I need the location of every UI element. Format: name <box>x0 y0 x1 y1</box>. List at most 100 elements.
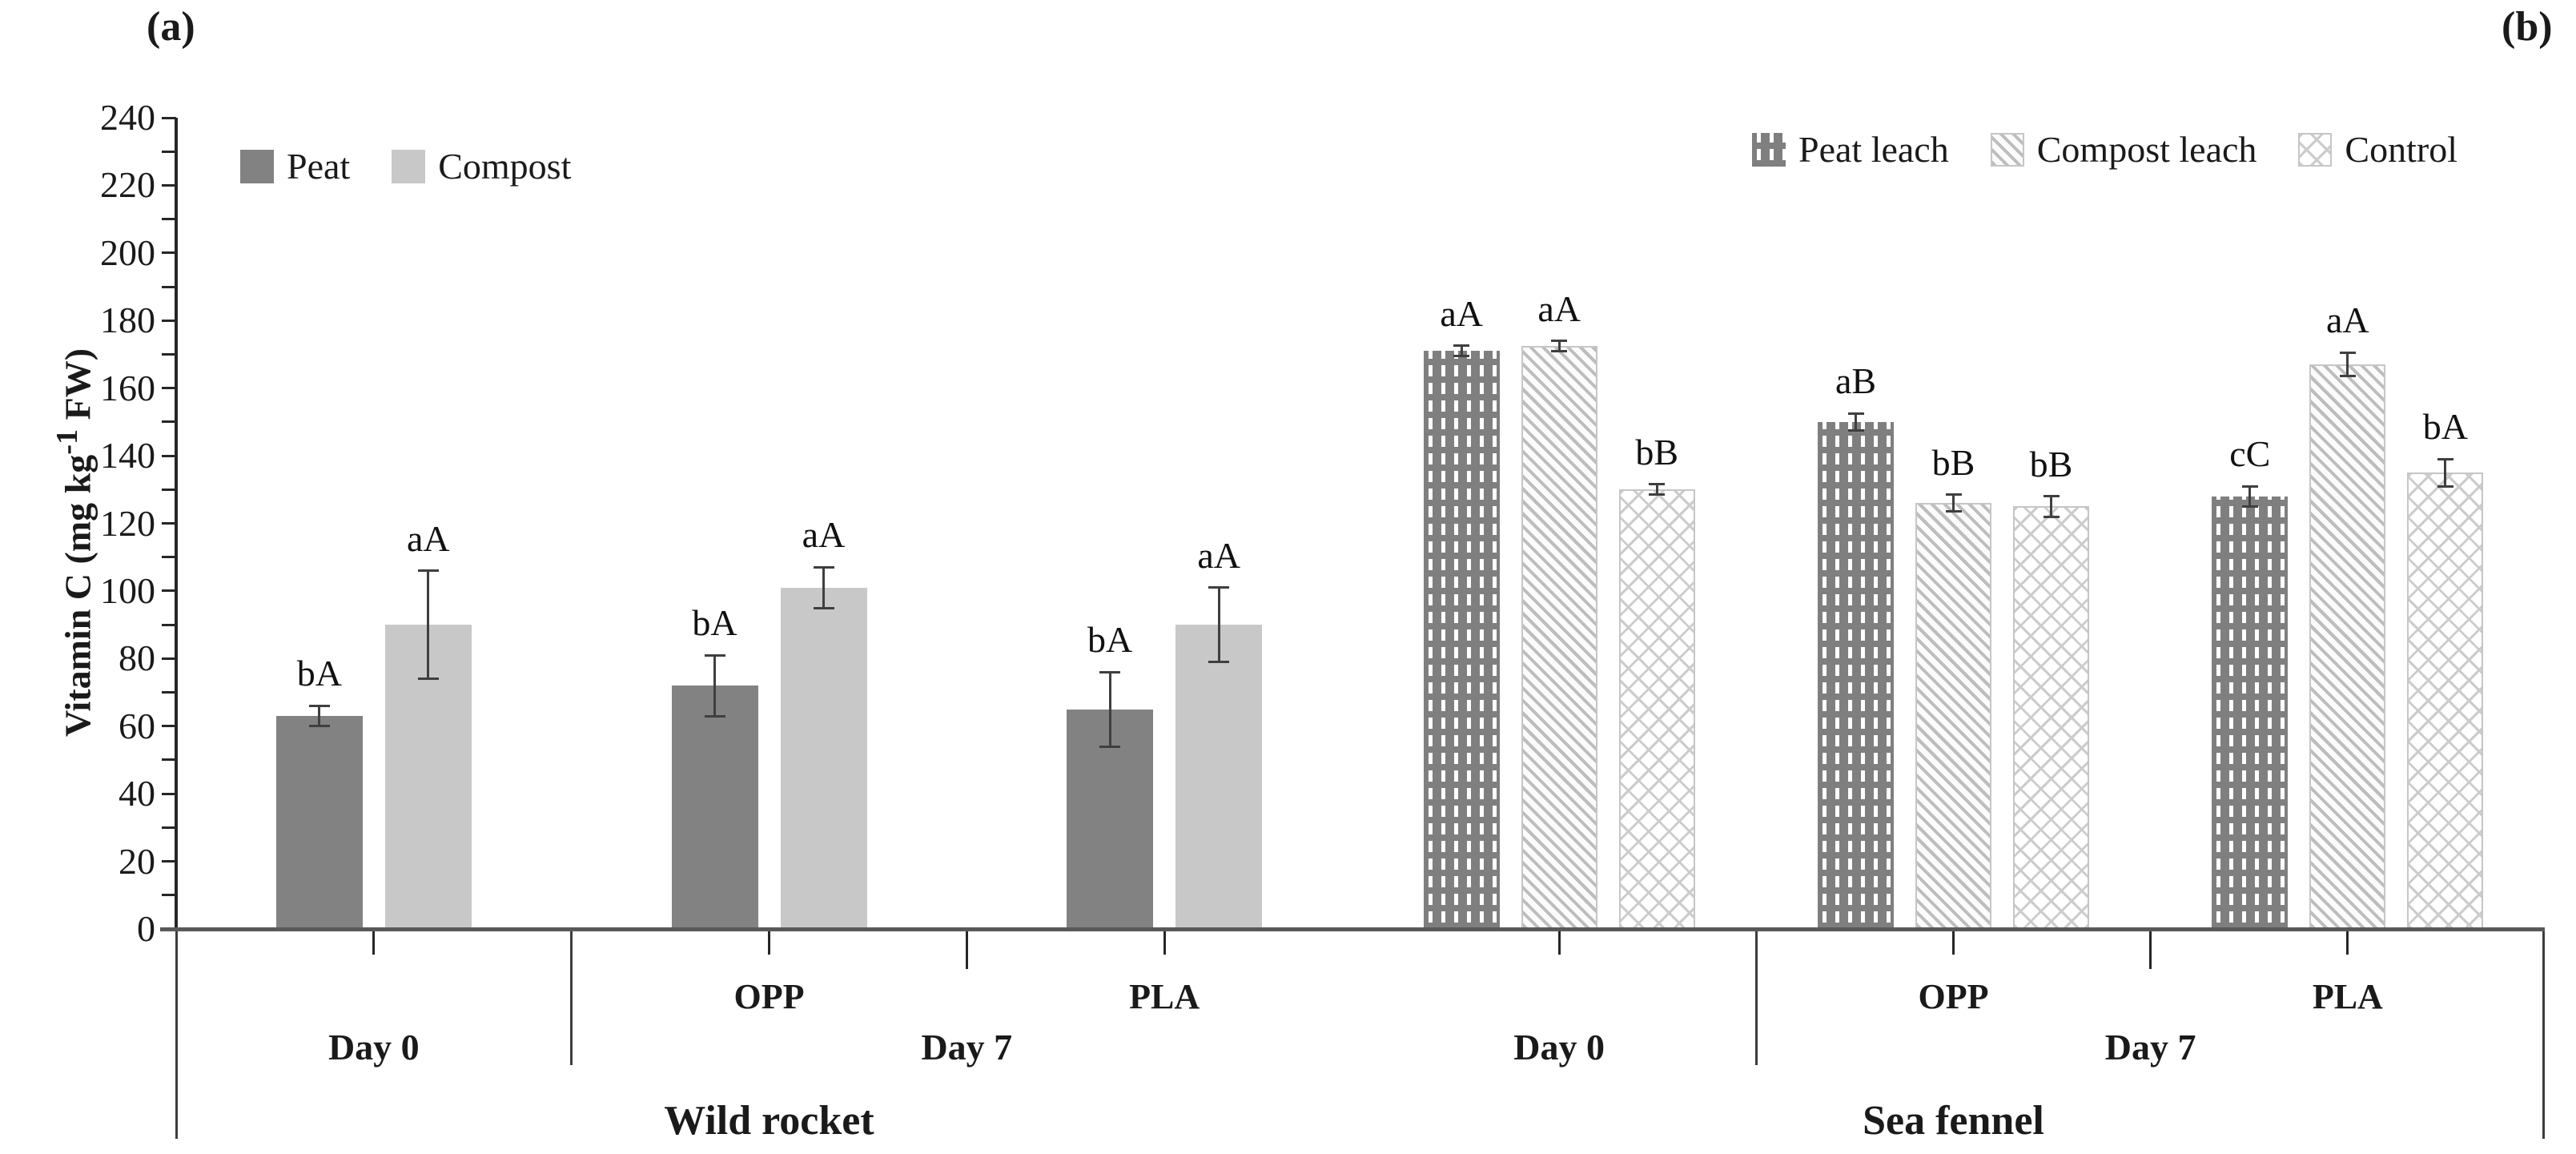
y-axis-line <box>175 118 178 929</box>
x-axis-sublabel: PLA <box>1129 977 1200 1016</box>
error-bar-cap-bottom <box>704 714 725 718</box>
bar-peat-leach <box>1818 421 1894 929</box>
x-axis-sublabel: OPP <box>733 977 805 1016</box>
error-bar <box>1655 484 1658 495</box>
y-axis-tick <box>162 556 176 559</box>
y-axis-tick <box>162 725 176 728</box>
x-axis-day-label: Day 0 <box>328 1027 420 1068</box>
y-axis-tick <box>162 758 176 762</box>
y-axis-tick-label: 180 <box>100 300 155 341</box>
error-bar-cap-top <box>2043 495 2060 498</box>
error-bar-cap-bottom <box>2339 375 2356 378</box>
y-axis-tick <box>162 454 176 457</box>
legend-label: Control <box>2345 129 2457 170</box>
y-axis-tick-label: 220 <box>100 164 155 206</box>
x-axis-category-tick <box>372 931 376 955</box>
bar-peat-leach <box>2212 496 2289 929</box>
y-axis-tick-label: 140 <box>100 435 155 476</box>
significance-label: bB <box>1931 441 1975 483</box>
panel-corner-label: (a) <box>147 4 195 50</box>
y-axis-tick <box>162 488 176 491</box>
y-axis-tick <box>162 691 176 694</box>
error-bar-cap-bottom <box>308 725 330 728</box>
bar-control <box>2013 506 2089 929</box>
significance-label: aA <box>1440 292 1483 334</box>
x-axis-day-label: Day 0 <box>1513 1027 1605 1068</box>
y-axis-tick <box>162 251 176 255</box>
error-bar-cap-bottom <box>813 606 834 609</box>
y-axis-tick <box>162 589 176 593</box>
error-bar-cap-bottom <box>1551 349 1568 352</box>
error-bar-cap-bottom <box>2241 505 2258 508</box>
legend-swatch-icon <box>240 150 274 183</box>
error-bar-cap-bottom <box>1847 428 1864 432</box>
error-bar-cap-bottom <box>2043 515 2060 518</box>
legend-item-compost: Compost <box>392 147 571 187</box>
error-bar-cap-bottom <box>1945 510 1962 513</box>
error-bar <box>822 567 825 608</box>
significance-label: bB <box>1635 431 1678 472</box>
y-axis-tick-label: 40 <box>119 773 155 814</box>
error-bar <box>1855 413 1857 431</box>
legend-label: Compost leach <box>2036 129 2257 170</box>
error-bar-cap-bottom <box>417 678 439 681</box>
error-bar <box>2346 352 2349 376</box>
error-bar <box>1108 672 1111 747</box>
error-bar <box>318 706 321 726</box>
error-bar-cap-top <box>2339 351 2356 354</box>
significance-label: aA <box>407 517 450 559</box>
error-bar-cap-top <box>704 653 725 657</box>
bar-control <box>2407 472 2484 929</box>
bar-control <box>1618 489 1695 929</box>
error-bar <box>1952 494 1955 512</box>
y-axis-tick <box>162 319 176 322</box>
legend-swatch-icon <box>1752 133 1786 167</box>
panel-title: Sea fennel <box>1863 1098 2044 1144</box>
bar-compost-leach <box>2309 364 2386 929</box>
bar-compost-leach <box>1915 503 1991 929</box>
error-bar <box>427 570 430 679</box>
error-bar-cap-top <box>813 565 834 569</box>
significance-label: aB <box>1835 360 1877 402</box>
significance-label: bA <box>296 653 342 694</box>
error-bar <box>1217 587 1220 662</box>
bar-compost-leach <box>1521 345 1597 929</box>
day-separator-line <box>1754 929 1758 1065</box>
y-axis-tick-label: 160 <box>100 367 155 408</box>
y-axis-tick-label: 120 <box>100 502 155 544</box>
x-axis-boundary-tick <box>965 931 968 969</box>
legend-swatch-icon <box>392 150 426 183</box>
x-axis-boundary-tick <box>2149 931 2152 969</box>
y-axis-tick <box>162 183 176 187</box>
error-bar <box>713 655 716 717</box>
y-axis-tick <box>162 522 176 525</box>
error-bar <box>1557 340 1561 352</box>
legend-item-compost-leach: Compost leach <box>1990 129 2257 170</box>
y-axis-tick <box>162 150 176 153</box>
y-axis-tick <box>162 826 176 829</box>
legend: Peat leach Compost leach Control <box>1752 130 2457 170</box>
error-bar-cap-top <box>417 569 439 573</box>
legend-label: Peat leach <box>1798 129 1949 170</box>
error-bar <box>1460 345 1463 356</box>
significance-label: aA <box>1197 534 1240 576</box>
error-bar-cap-top <box>2437 457 2453 460</box>
error-bar <box>2248 486 2252 507</box>
error-bar <box>2444 459 2447 487</box>
y-axis-tick <box>162 623 176 626</box>
legend-swatch-icon <box>1990 133 2024 167</box>
y-axis-tick <box>162 285 176 288</box>
x-axis-category-tick <box>1557 931 1561 955</box>
error-bar-cap-top <box>308 704 330 707</box>
y-axis-tick <box>162 657 176 660</box>
y-axis-tick <box>162 218 176 221</box>
legend-swatch-icon <box>2298 133 2333 167</box>
significance-label: aA <box>1537 287 1581 329</box>
legend-label: Compost <box>438 146 572 187</box>
x-axis-category-tick <box>1163 931 1166 955</box>
y-axis-tick <box>162 116 176 119</box>
error-bar-cap-top <box>1649 483 1666 486</box>
y-axis-tick <box>162 860 176 863</box>
y-axis-tick <box>162 387 176 390</box>
significance-label: bA <box>2422 406 2468 448</box>
